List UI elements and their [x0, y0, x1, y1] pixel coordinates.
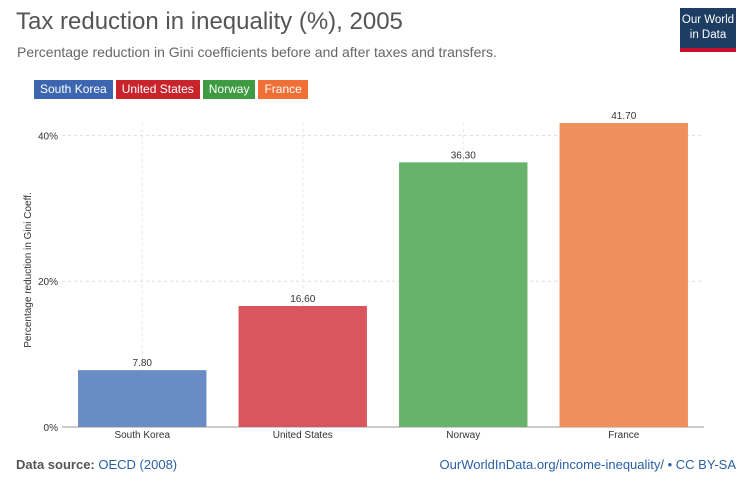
x-tick-label: France: [608, 430, 640, 441]
logo-line-2: in Data: [689, 29, 727, 41]
bar-value-label: 41.70: [611, 111, 636, 122]
legend-item-south-korea[interactable]: South Korea: [34, 80, 113, 99]
legend-item-norway[interactable]: Norway: [202, 80, 256, 99]
license-link[interactable]: • CC BY-SA: [664, 457, 736, 472]
legend-item-france[interactable]: France: [258, 80, 308, 99]
legend: South Korea United States Norway France: [34, 80, 308, 99]
owid-logo[interactable]: Our World in Data: [680, 8, 736, 52]
y-tick-label: 0%: [44, 423, 59, 434]
bar-value-label: 16.60: [290, 294, 315, 305]
data-source-label: Data source:: [16, 457, 95, 472]
bar-united-states[interactable]: [238, 305, 367, 427]
bar-france[interactable]: [559, 123, 688, 427]
y-axis-label: Percentage reduction in Gini Coeff.: [23, 192, 34, 347]
bar-value-label: 7.80: [133, 358, 153, 369]
data-source-link[interactable]: OECD (2008): [98, 457, 178, 472]
bars: [78, 123, 688, 427]
y-tick-label: 20%: [38, 277, 58, 288]
x-tick-label: Norway: [446, 430, 480, 441]
legend-item-united-states[interactable]: United States: [115, 80, 200, 99]
footer-links: OurWorldInData.org/income-inequality/ • …: [440, 457, 736, 472]
logo-line-1: Our World: [681, 14, 735, 26]
bar-value-label: 36.30: [451, 150, 476, 161]
chart-subtitle: Percentage reduction in Gini coefficient…: [17, 44, 497, 60]
data-source: Data source: OECD (2008): [16, 457, 177, 472]
owid-link[interactable]: OurWorldInData.org/income-inequality/: [439, 457, 665, 472]
chart-title: Tax reduction in inequality (%), 2005: [16, 8, 403, 35]
bar-south-korea[interactable]: [78, 370, 207, 427]
labels: 0% 20% 40% 7.80 South Korea 16.60 United State…: [38, 111, 640, 441]
y-tick-label: 40%: [38, 131, 58, 142]
x-tick-label: United States: [273, 430, 333, 441]
bar-norway[interactable]: [399, 162, 528, 427]
x-tick-label: South Korea: [114, 430, 170, 441]
